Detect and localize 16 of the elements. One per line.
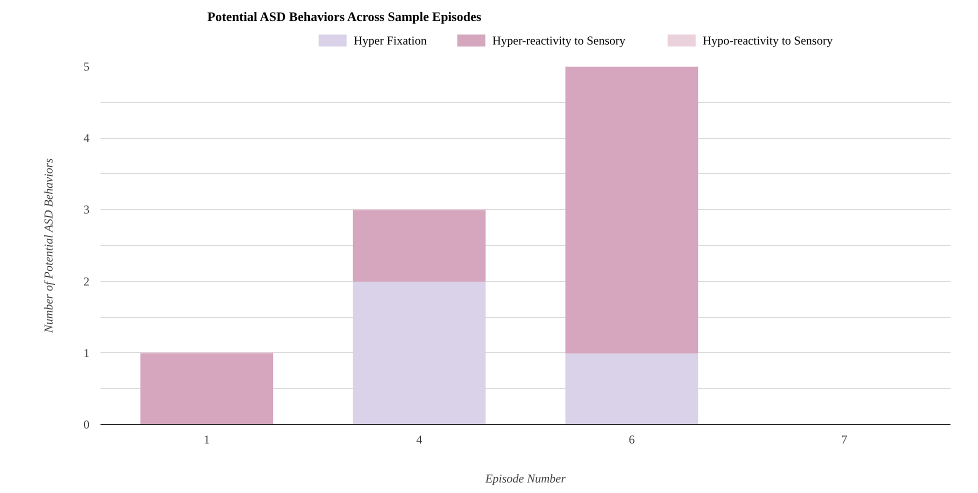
y-tick-label: 3	[84, 202, 90, 217]
x-tick-label: 6	[628, 432, 635, 446]
y-tick-label: 4	[84, 131, 90, 146]
x-tick-label: 1	[204, 432, 210, 446]
x-axis-title: Episode Number	[484, 472, 566, 486]
legend-label: Hyper Fixation	[354, 34, 427, 48]
y-tick-label: 2	[84, 274, 90, 288]
y-tick-label: 0	[84, 418, 90, 432]
x-tick-label: 7	[841, 432, 848, 446]
y-axis-title: Number of Potential ASD Behaviors	[42, 158, 56, 334]
y-tick-label: 1	[84, 346, 90, 360]
x-tick-label: 4	[416, 432, 422, 446]
y-tick-label: 5	[84, 60, 90, 74]
legend-label: Hypo-reactivity to Sensory	[702, 34, 833, 48]
legend-label: Hyper-reactivity to Sensory	[492, 34, 626, 48]
chart-title: Potential ASD Behaviors Across Sample Episodes	[207, 9, 482, 24]
